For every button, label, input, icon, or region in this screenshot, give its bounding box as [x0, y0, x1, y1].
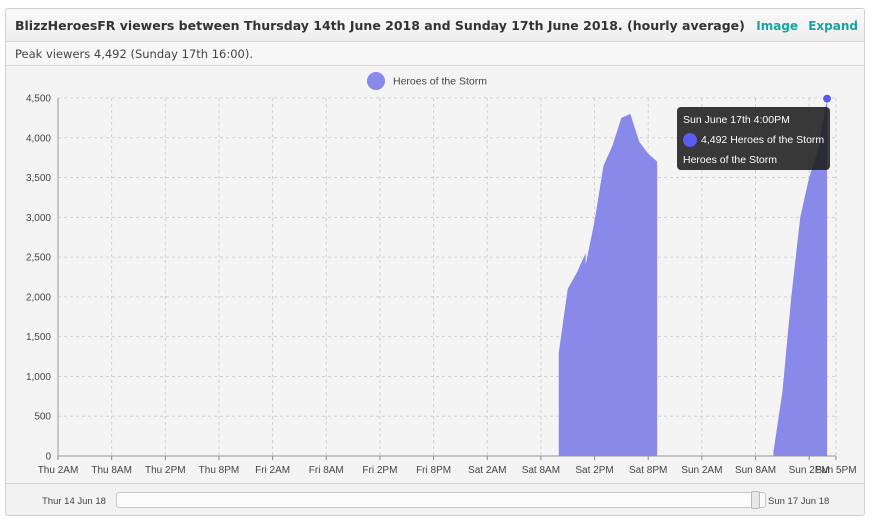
header-links: Image Expand — [750, 19, 858, 33]
y-tick-label: 4,000 — [26, 133, 51, 144]
x-tick-label: Fri 8PM — [416, 465, 451, 476]
peak-viewers-text: Peak viewers 4,492 (Sunday 17th 16:00). — [15, 47, 254, 61]
x-tick-label: Sat 8AM — [522, 465, 560, 476]
x-tick-label: Sat 8PM — [629, 465, 667, 476]
chart-svg: 0 500 1,000 1,500 2,000 2,500 3,000 3,500 4,000 4… — [26, 72, 857, 476]
panel-header: BlizzHeroesFR viewers between Thursday 1… — [6, 9, 864, 42]
y-tick-label: 3,500 — [26, 173, 51, 184]
x-tick-label: Sat 2PM — [575, 465, 613, 476]
y-tick-label: 2,000 — [26, 292, 51, 303]
area-segment-sunday — [773, 98, 828, 456]
y-tick-label: 1,000 — [26, 372, 51, 383]
tooltip-series-dot-icon — [683, 133, 697, 147]
legend-marker — [367, 72, 385, 90]
expand-link[interactable]: Expand — [808, 19, 858, 33]
x-tick-label: Sun 8AM — [735, 465, 776, 476]
tooltip-series: Heroes of the Storm — [683, 154, 777, 166]
image-link[interactable]: Image — [756, 19, 799, 33]
legend-label: Heroes of the Storm — [393, 76, 487, 88]
range-slider-track[interactable] — [116, 492, 766, 508]
x-tick-label: Sat 2AM — [468, 465, 506, 476]
range-slider-handle[interactable] — [751, 491, 760, 509]
chart-title: BlizzHeroesFR viewers between Thursday 1… — [15, 18, 745, 33]
x-tick-label: Fri 2AM — [255, 465, 290, 476]
x-tick-label: Thu 8PM — [199, 465, 240, 476]
y-tick-label: 500 — [34, 412, 51, 423]
x-tick-label: Thu 2AM — [38, 465, 79, 476]
x-tick-label: Fri 8AM — [309, 465, 344, 476]
range-start-label: Thur 14 Jun 18 — [42, 496, 106, 507]
range-navigator: Thur 14 Jun 18 Sun 17 Jun 18 — [6, 483, 864, 515]
subtitle-bar: Peak viewers 4,492 (Sunday 17th 16:00). — [6, 42, 864, 66]
chart-panel: BlizzHeroesFR viewers between Thursday 1… — [5, 8, 865, 516]
y-tick-label: 4,500 — [26, 94, 51, 105]
range-end-label: Sun 17 Jun 18 — [768, 496, 830, 507]
y-tick-label: 1,500 — [26, 332, 51, 343]
y-tick-label: 3,000 — [26, 213, 51, 224]
peak-point — [822, 93, 833, 104]
tooltip-date: Sun June 17th 4:00PM — [683, 114, 790, 126]
chart-tooltip: Sun June 17th 4:00PM 4,492 Heroes of the… — [677, 107, 830, 170]
x-tick-label: Sun 5PM — [815, 465, 856, 476]
y-tick-label: 2,500 — [26, 253, 51, 264]
x-tick-label: Sun 2AM — [681, 465, 722, 476]
x-tick-label: Sun 2PM — [789, 465, 830, 476]
y-tick-label: 0 — [45, 452, 51, 463]
x-tick-label: Thu 2PM — [145, 465, 186, 476]
area-segment-saturday — [558, 113, 658, 457]
tooltip-value: 4,492 Heroes of the Storm — [701, 134, 825, 146]
x-tick-label: Fri 2PM — [362, 465, 397, 476]
x-tick-label: Thu 8AM — [91, 465, 132, 476]
